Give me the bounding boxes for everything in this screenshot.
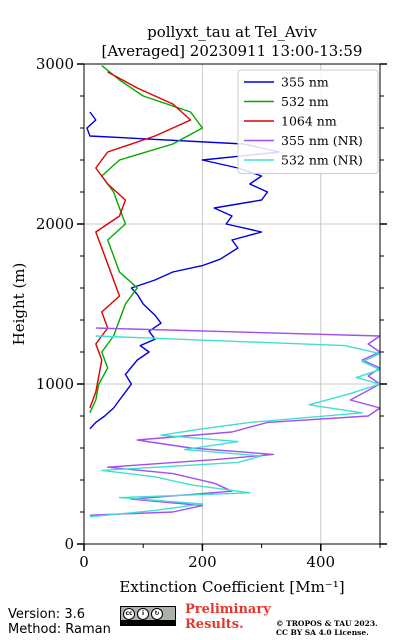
y-axis-label: Height (m) [10,263,28,346]
y-tick-label: 3000 [36,55,74,73]
legend-label: 532 nm [281,94,329,109]
chart-title: pollyxt_tau at Tel_Aviv [147,23,317,41]
series-line-1 [86,111,281,430]
preliminary-line1: Preliminary [185,602,271,617]
cc-by-sa-icon: cc i ↻ [120,606,176,626]
copyright-line1: © TROPOS & TAU 2023. [276,619,378,628]
method-text: Method: Raman [8,622,111,637]
plot-frame [83,63,381,545]
series-line-3 [89,71,192,409]
tick-layer: 0 1000 2000 3000 0 200 400 [36,55,387,571]
series-line-2 [89,65,204,414]
copyright-notice: © TROPOS & TAU 2023. CC BY SA 4.0 Licens… [276,619,378,637]
y-tick-label: 1000 [36,375,74,393]
version-text: Version: 3.6 [8,607,85,622]
x-tick-label: 200 [188,553,217,571]
legend: 355 nm 532 nm 1064 nm 355 nm (NR) 532 nm (NR… [237,69,379,174]
legend-box [237,69,379,174]
legend-label: 532 nm (NR) [281,153,363,168]
legend-label: 355 nm (NR) [281,133,363,148]
x-tick-label: 400 [306,553,335,571]
preliminary-notice: Preliminary Results. [185,602,271,632]
series-line-5 [89,335,380,518]
series-layer [86,65,380,518]
copyright-line2: CC BY SA 4.0 License. [276,628,369,637]
y-tick-label: 0 [64,535,74,553]
series-line-4 [89,327,380,516]
x-axis-label: Extinction Coefficient [Mm⁻¹] [119,578,344,596]
preliminary-line2: Results. [185,617,244,632]
chart-subtitle: [Averaged] 20230911 13:00-13:59 [101,42,363,60]
x-tick-label: 0 [79,553,89,571]
y-tick-label: 2000 [36,215,74,233]
legend-label: 355 nm [281,75,329,90]
legend-label: 1064 nm [281,114,337,129]
